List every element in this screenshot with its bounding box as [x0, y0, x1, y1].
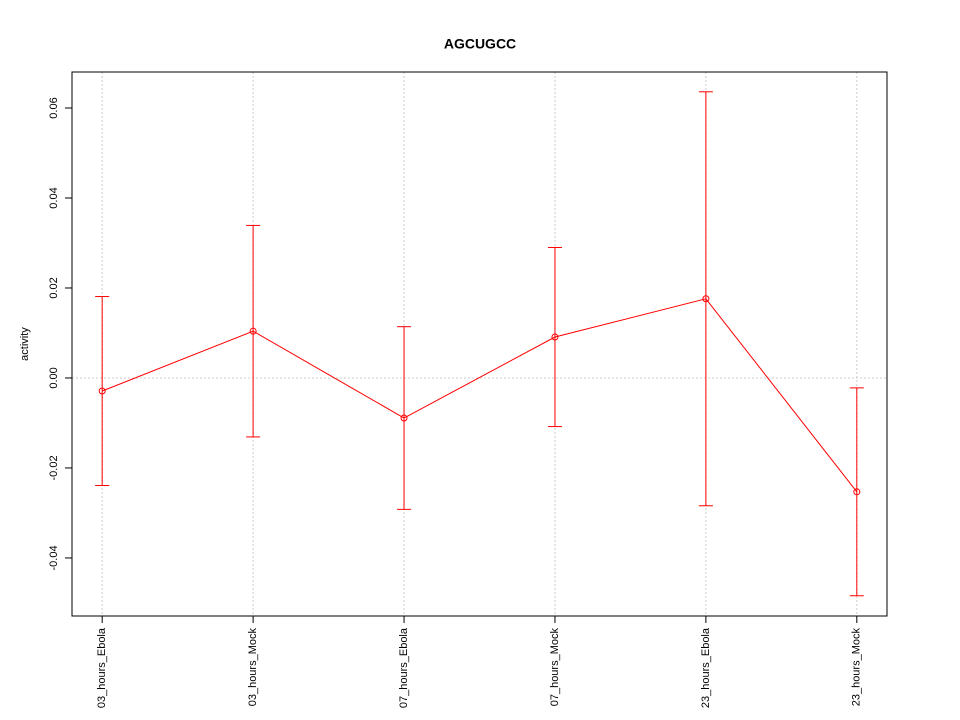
- point: [249, 327, 257, 335]
- y-axis-label: activity: [19, 327, 31, 361]
- x-tick-label: 07_hours_Ebola: [398, 627, 410, 708]
- y-tick-label: 0.02: [48, 277, 60, 298]
- x-tick-label: 03_hours_Mock: [247, 628, 259, 707]
- x-tick-label: 23_hours_Ebola: [700, 627, 712, 708]
- point: [551, 333, 559, 341]
- point: [400, 414, 408, 422]
- point: [702, 295, 710, 303]
- point: [853, 488, 861, 496]
- x-tick-label: 23_hours_Mock: [851, 628, 863, 707]
- x-tick-label: 03_hours_Ebola: [96, 627, 108, 708]
- chart-title: AGCUGCC: [444, 36, 516, 52]
- point: [98, 387, 106, 395]
- y-tick-label: 0.06: [48, 97, 60, 118]
- y-tick-label: 0.00: [48, 367, 60, 388]
- y-tick-label: -0.02: [48, 455, 60, 480]
- y-tick-label: -0.04: [48, 545, 60, 570]
- series-line: [102, 298, 858, 493]
- y-tick-label: 0.04: [48, 187, 60, 208]
- x-tick-label: 07_hours_Mock: [549, 628, 561, 707]
- plot-frame: [71, 71, 888, 617]
